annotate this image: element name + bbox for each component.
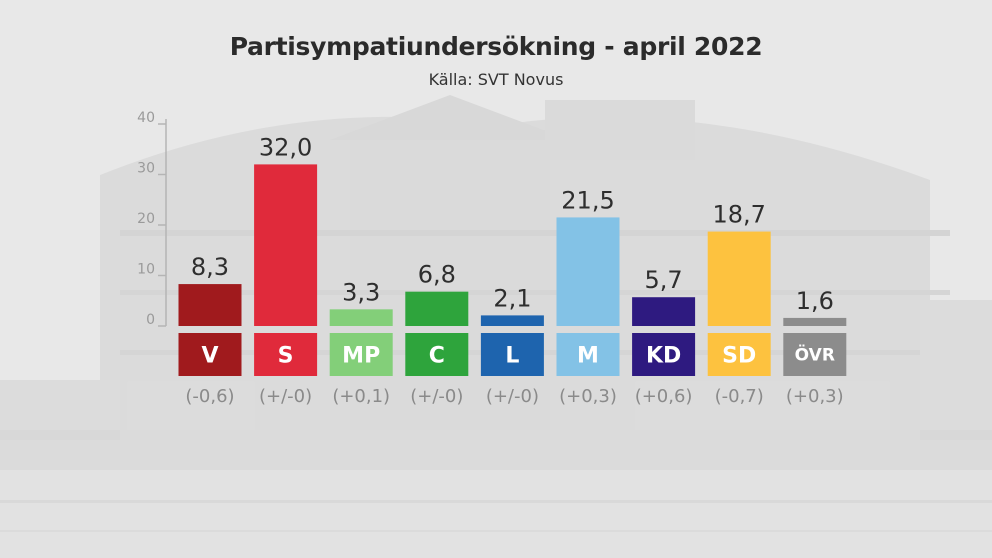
value-label: 32,0 [259, 133, 312, 161]
category-label: ÖVR [795, 344, 835, 366]
bar-m [556, 217, 620, 326]
change-label: (+/-0) [259, 386, 312, 407]
value-label: 5,7 [645, 266, 683, 294]
change-label: (+0,6) [635, 386, 693, 407]
change-label: (+0,3) [559, 386, 617, 407]
category-box [405, 333, 469, 376]
value-label: 2,1 [493, 284, 531, 312]
value-label: 21,5 [561, 186, 614, 214]
category-label: L [505, 344, 519, 369]
category-label: SD [722, 344, 756, 369]
bar-s [254, 164, 318, 326]
category-box [556, 333, 620, 376]
chart-subtitle: Källa: SVT Novus [428, 70, 564, 89]
category-label: V [201, 344, 218, 369]
bar-kd [632, 297, 696, 326]
category-label: C [429, 344, 445, 369]
category-box [329, 333, 393, 376]
category-label: MP [342, 344, 380, 369]
category-label: M [577, 344, 599, 369]
change-label: (+/-0) [486, 386, 539, 407]
bar-c [405, 291, 469, 326]
bar-övr [783, 317, 847, 326]
value-label: 6,8 [418, 261, 456, 289]
y-tick-label: 20 [137, 211, 155, 227]
value-label: 3,3 [342, 278, 380, 306]
category-box [178, 333, 242, 376]
change-label: (-0,6) [185, 386, 234, 407]
category-box [632, 333, 696, 376]
category-box [707, 333, 771, 376]
change-label: (+0,1) [332, 386, 390, 407]
bar-sd [707, 231, 771, 326]
bar-v [178, 284, 242, 326]
y-tick-label: 30 [137, 161, 155, 177]
bar-l [480, 315, 544, 326]
chart-title: Partisympatiundersökning - april 2022 [229, 32, 763, 61]
category-box [480, 333, 544, 376]
change-label: (+0,3) [786, 386, 844, 407]
category-box [254, 333, 318, 376]
y-tick-label: 0 [146, 312, 155, 328]
category-label: S [278, 344, 294, 369]
value-label: 1,6 [796, 287, 834, 315]
category-label: KD [646, 344, 681, 369]
category-box [783, 333, 847, 376]
y-tick-label: 10 [137, 262, 155, 278]
value-label: 8,3 [191, 253, 229, 281]
y-tick-label: 40 [137, 110, 155, 126]
change-label: (+/-0) [410, 386, 463, 407]
value-label: 18,7 [712, 201, 765, 229]
bar-mp [329, 309, 393, 326]
change-label: (-0,7) [715, 386, 764, 407]
